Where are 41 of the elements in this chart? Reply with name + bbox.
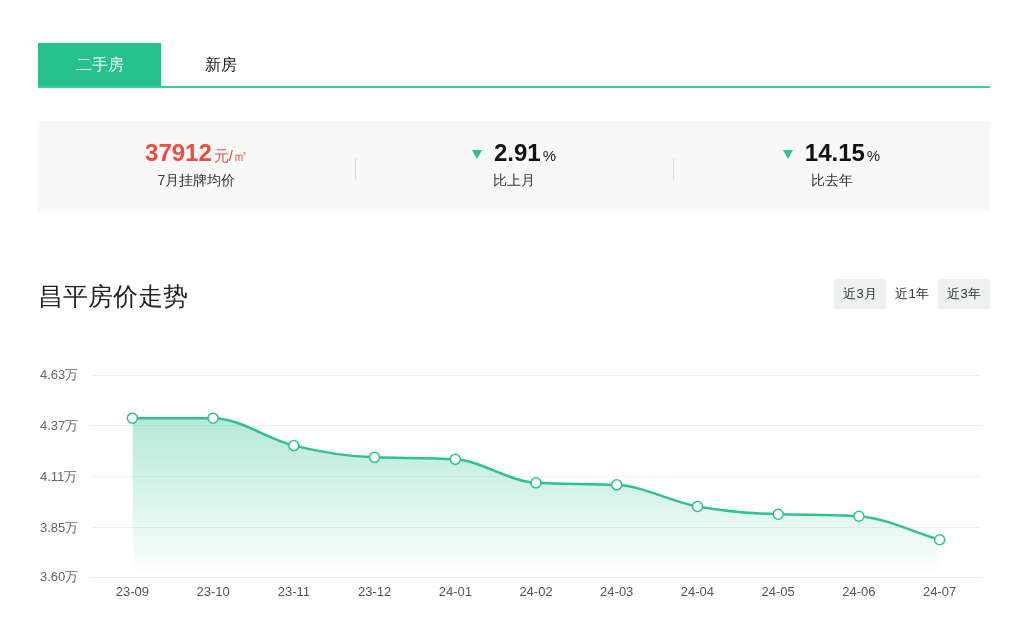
- x-tick-label: 24-01: [438, 584, 472, 600]
- y-tick-label: 4.11万: [40, 468, 78, 484]
- point: [853, 510, 865, 522]
- y-tick-label: 3.60万: [40, 568, 79, 584]
- text: 2.91: [493, 139, 541, 167]
- x-tick-label: 24-03: [600, 584, 634, 600]
- text: 比上月: [492, 172, 536, 190]
- point: [691, 500, 704, 513]
- x-tick-label: 23-10: [196, 584, 230, 600]
- text: 14.15: [804, 139, 865, 167]
- x-tick-label: 24-04: [680, 584, 715, 600]
- chart-title: 昌平房价走势: [38, 281, 188, 312]
- x-tick-label: 24-02: [519, 584, 553, 600]
- point: [610, 479, 623, 491]
- text: 37912: [145, 139, 212, 167]
- text: 新房: [204, 55, 238, 75]
- x-tick-label: 24-07: [923, 584, 957, 600]
- point: [288, 439, 300, 452]
- x-tick-label: 24-05: [761, 584, 795, 600]
- text: 比去年: [809, 172, 854, 190]
- y-tick-label: 3.85万: [40, 519, 79, 535]
- button: 近3月: [834, 279, 886, 309]
- text: %: [866, 147, 881, 164]
- point: [530, 477, 542, 489]
- x-tick-label: 23-11: [277, 584, 310, 600]
- point: [368, 451, 381, 464]
- point: [207, 412, 219, 424]
- tab: 二手房: [38, 43, 161, 87]
- button: 近3年: [938, 279, 990, 309]
- text: 7月挂牌均价: [156, 172, 237, 190]
- text: 元/㎡: [213, 147, 248, 166]
- point: [933, 533, 946, 546]
- point: [126, 412, 139, 424]
- x-tick-label: 24-06: [842, 584, 876, 600]
- y-tick-label: 4.63万: [40, 366, 79, 382]
- point: [449, 453, 462, 466]
- x-tick-label: 23-09: [115, 584, 149, 600]
- x-tick-label: 23-12: [357, 584, 392, 600]
- text: %: [542, 147, 557, 164]
- y-tick-label: 4.37万: [40, 417, 79, 433]
- point: [772, 508, 784, 520]
